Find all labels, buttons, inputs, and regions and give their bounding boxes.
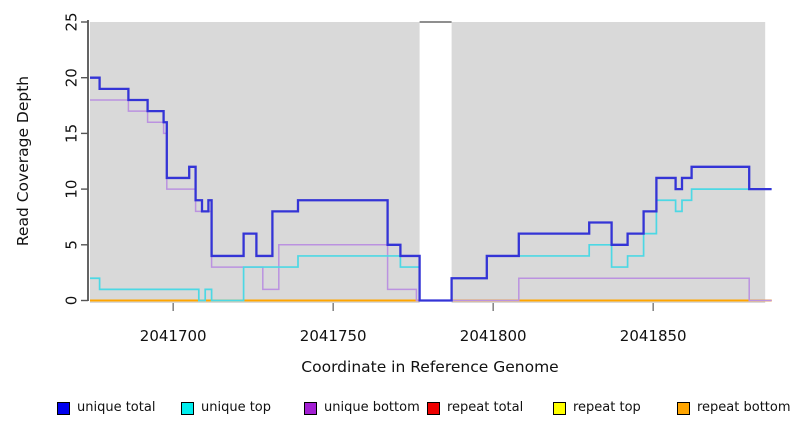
legend-label: repeat bottom [697,400,791,415]
y-tick-label: 25 [63,12,81,31]
legend-label: repeat top [573,400,641,415]
legend-label: unique total [77,400,156,415]
y-tick-label: 15 [63,124,81,143]
legend-swatch-icon [181,401,194,415]
series-unique-bottom [90,99,772,302]
legend-item-repeat-bottom: repeat bottom [677,398,791,418]
chart-legend: unique total unique top unique bottom re… [0,398,792,424]
series-unique-total [90,76,772,302]
y-tick-label: 0 [63,296,81,306]
y-tick-label: 10 [63,180,81,199]
legend-item-repeat-total: repeat total [427,398,523,418]
legend-label: unique bottom [324,400,420,415]
legend-label: repeat total [447,400,524,415]
x-tick-label: 2041800 [460,327,527,345]
x-tick-label: 2041850 [620,327,687,345]
coverage-chart: 0 5 10 15 20 25 2041700 2041750 2041800 2041850 Co… [14,12,772,376]
y-tick-label: 5 [63,240,81,250]
legend-item-unique-top: unique top [181,398,271,418]
shaded-region [451,22,766,303]
legend-item-unique-total: unique total [57,398,155,418]
y-axis-title: Read Coverage Depth [14,76,32,246]
legend-swatch-icon [553,401,566,415]
x-axis-title: Coordinate in Reference Genome [301,358,558,376]
x-tick-label: 2041700 [140,327,207,345]
legend-swatch-icon [304,401,317,415]
legend-label: unique top [201,400,272,415]
legend-swatch-icon [427,401,440,415]
legend-item-unique-bottom: unique bottom [304,398,420,418]
legend-swatch-icon [677,401,690,415]
y-tick-label: 20 [63,68,81,87]
x-tick-label: 2041750 [300,327,367,345]
shaded-region [90,22,420,303]
legend-swatch-icon [57,401,70,415]
legend-item-repeat-top: repeat top [553,398,641,418]
